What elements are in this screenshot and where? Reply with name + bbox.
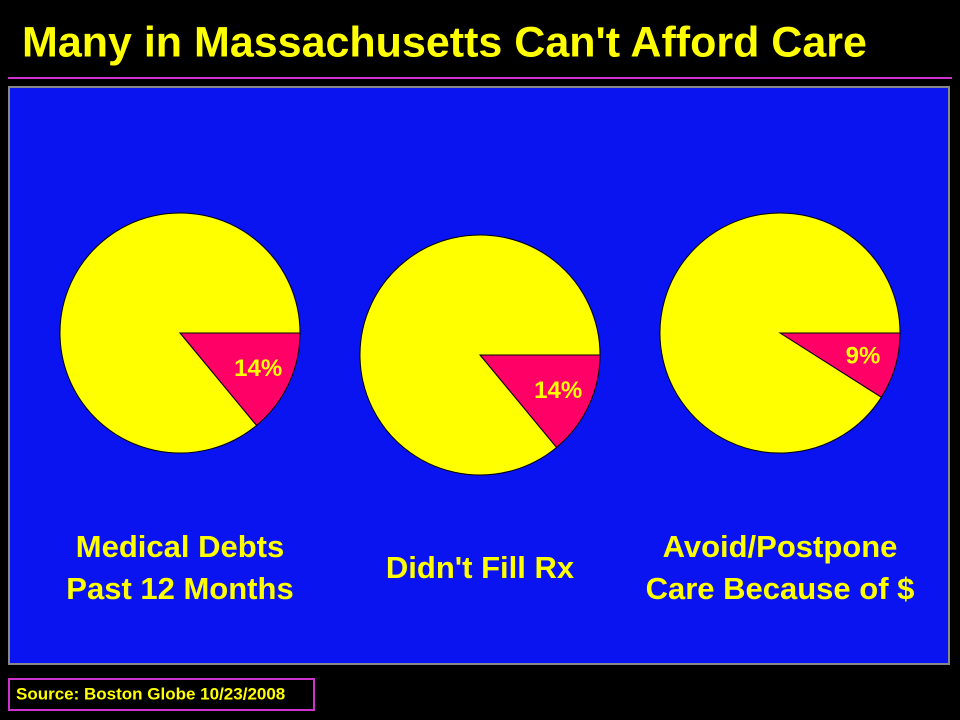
pie-slice [359,234,601,476]
chart-caption: Care Because of $ [646,571,915,606]
chart-caption: Didn't Fill Rx [386,550,575,585]
slice-label: 14% [234,355,282,382]
slice-label: 14% [534,377,582,404]
pie-slice [59,212,301,454]
chart-caption: Medical Debts [76,529,284,564]
chart-caption: Avoid/Postpone [663,529,898,564]
pie-slice [178,332,301,427]
slide-title: Many in Massachusetts Can't Afford Care [22,18,867,66]
source-box [8,678,315,711]
chart-caption: Past 12 Months [66,571,293,606]
slice-label: 9% [846,342,881,369]
pie-slice [478,354,601,449]
pie-slice [659,212,901,454]
source: Source: Boston Globe 10/23/2008 [16,684,285,703]
